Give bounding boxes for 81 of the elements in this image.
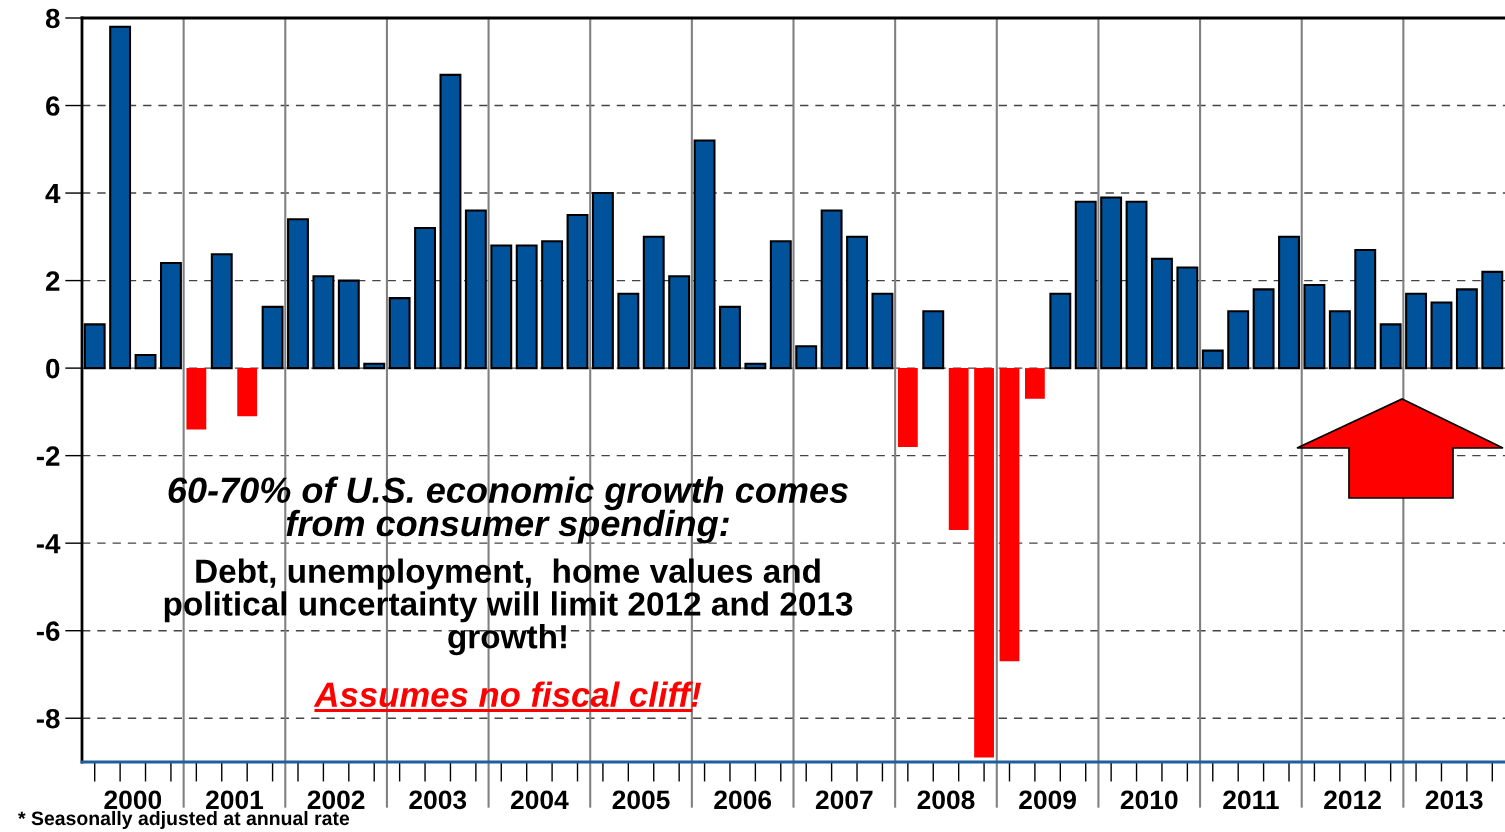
bar [1074,200,1097,370]
y-tick-label: -4 [36,534,61,554]
bar [1328,310,1351,370]
bar [846,235,868,370]
bar [922,310,945,370]
x-tick-label: 2009 [1019,790,1076,810]
y-tick-label: -6 [36,621,60,642]
bar [109,25,132,370]
bar [1125,200,1148,370]
bar [541,240,564,370]
bar [1252,288,1275,370]
bar [312,275,335,370]
bar [566,213,589,370]
bar [897,368,918,447]
bar [1100,196,1123,370]
annotation: 60-70% of U.S. economic growth comes from consumer spending: [168,476,848,544]
y-tick-label: 0 [46,358,60,379]
bar [642,235,665,370]
bar [948,368,969,531]
bar [1455,288,1478,370]
bar [287,218,309,370]
bar [210,253,233,370]
bar [1227,310,1250,370]
x-tick-label: 2013 [1425,790,1483,810]
bar [1379,323,1402,370]
bar [490,244,513,370]
bar [999,368,1020,662]
bar [769,240,792,370]
x-tick-label: 2010 [1120,790,1178,810]
bar [1201,349,1224,370]
bar [719,305,741,370]
bar [1176,266,1199,370]
x-tick-label: 2003 [409,790,467,810]
bar [1278,235,1300,370]
bar [414,227,436,370]
bar [693,139,716,370]
bar [515,244,538,370]
y-tick-label: 8 [45,8,60,29]
x-tick-label: 2004 [510,790,569,810]
bar [668,275,691,370]
bar [464,209,487,370]
bar [1354,248,1377,370]
y-tick-label: -2 [36,446,60,466]
x-tick-label: 2007 [815,790,873,810]
bar [1303,283,1326,370]
bar [159,262,182,370]
bar [617,292,640,370]
bar [1430,301,1453,370]
bar [1405,292,1428,370]
bar [186,368,207,430]
text: * Seasonally adjusted at annual rate [18,810,350,830]
bar [1024,368,1045,399]
bar [439,73,462,370]
y-tick-label: 4 [45,184,61,204]
y-tick-label: 6 [46,96,60,116]
bar [1049,292,1072,370]
bar [591,192,614,370]
bar [820,209,843,370]
y-tick-label: 2 [45,271,60,291]
annotation: Debt, unemployment, home values and political uncertainty will limit 2012 and 2013 growth! [164,558,853,656]
x-tick-label: 2002 [307,790,365,810]
bar [237,368,258,417]
x-tick-label: 2001 [206,790,264,810]
annotation: Assumes no fiscal cliff! [313,681,702,707]
y-tick-label: -8 [36,708,60,729]
bar [261,305,284,370]
bar [795,345,818,370]
x-tick-label: 2006 [714,790,772,810]
x-tick-label: 2011 [1223,790,1279,810]
x-tick-label: 2008 [917,790,975,810]
bar [871,292,894,370]
bar [1151,257,1173,370]
x-tick-label: 2005 [612,790,670,810]
x-tick-label: 2012 [1324,790,1381,810]
bar [134,353,157,370]
bar [363,362,386,370]
bar [337,279,360,370]
bar [1481,270,1504,370]
bar [744,362,767,370]
bar [388,297,411,370]
x-tick-label: 2000 [104,790,162,810]
